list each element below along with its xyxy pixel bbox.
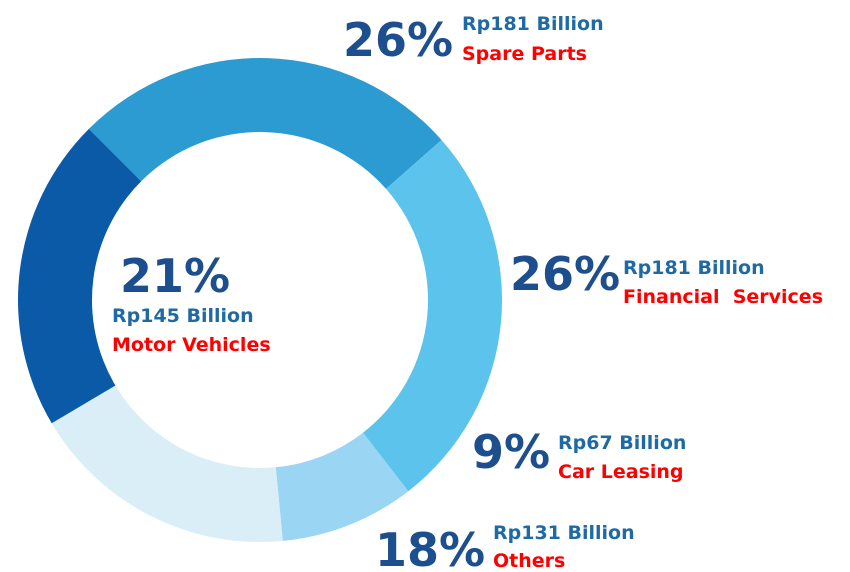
category-label: Spare Parts [462,43,587,65]
amount-label: Rp67 Billion [558,432,686,454]
category-label: Others [493,550,565,572]
percent-label: 26% [510,247,620,301]
category-label: Financial Services [623,286,823,308]
amount-label: Rp131 Billion [493,522,635,544]
category-label: Motor Vehicles [112,334,271,356]
amount-label: Rp181 Billion [623,257,765,279]
amount-label: Rp181 Billion [462,13,604,35]
percent-label: 21% [120,249,230,303]
category-label: Car Leasing [558,461,684,483]
percent-label: 9% [472,425,550,479]
donut-segment [18,128,142,424]
donut-segment [275,432,409,541]
donut-segment [88,58,442,189]
percent-label: 26% [343,13,453,67]
percent-label: 18% [375,523,485,572]
amount-label: Rp145 Billion [112,305,254,327]
donut-segment [51,385,283,542]
donut-segment [362,139,503,492]
